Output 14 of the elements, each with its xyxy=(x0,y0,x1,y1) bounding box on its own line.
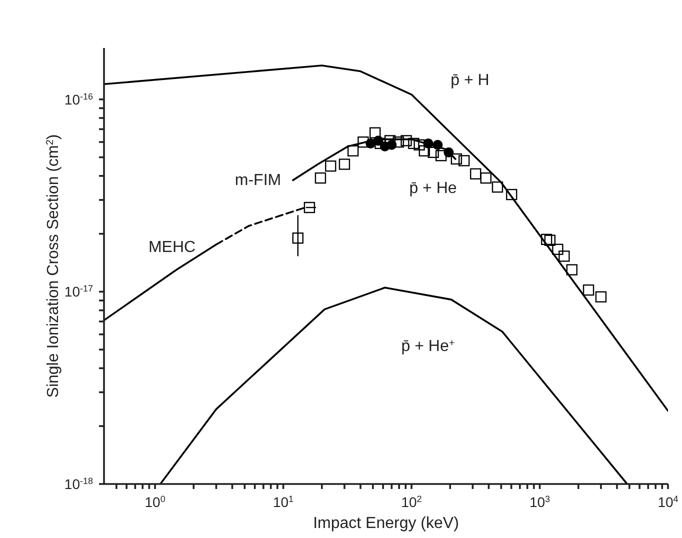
x-tick-label: 10$^{4}$ xyxy=(658,494,678,510)
x-axis-title: Impact Energy (keV) xyxy=(313,515,459,532)
x-tick-label: 10$^{3}$ xyxy=(529,494,550,510)
annotation: p̄ + H xyxy=(450,72,490,89)
y-tick-label: 10$^{-16}$ xyxy=(64,91,93,108)
annotation: p̄ + He$^{+}$ xyxy=(401,338,455,355)
x-tick-label: 10$^{0}$ xyxy=(144,494,166,510)
annotation: MEHC xyxy=(148,239,196,256)
y-tick-label: 10$^{-17}$ xyxy=(64,284,93,300)
y-tick-label: 10$^{-18}$ xyxy=(64,476,93,492)
annotation: p̄ + He xyxy=(409,180,457,197)
x-tick-label: 10$^{1}$ xyxy=(272,494,294,510)
x-tick-label: 10$^{2}$ xyxy=(401,494,422,510)
annotation: m-FIM xyxy=(234,172,282,189)
